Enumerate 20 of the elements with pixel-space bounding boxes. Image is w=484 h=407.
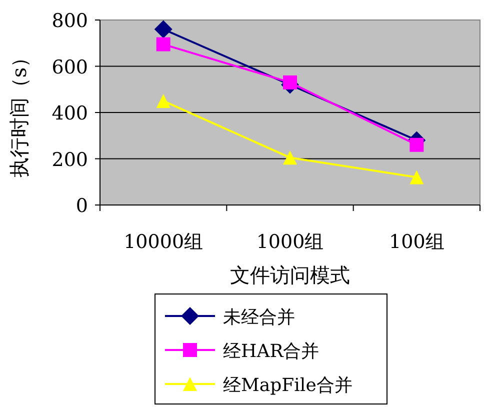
point bbox=[410, 170, 424, 184]
point bbox=[410, 138, 424, 152]
legend-label: 经HAR合并 bbox=[223, 341, 320, 362]
x-tick-label: 100组 bbox=[389, 231, 444, 253]
y-axis-title: 执行时间（s） bbox=[7, 47, 31, 178]
y-tick-label: 0 bbox=[76, 195, 88, 217]
point bbox=[156, 37, 170, 52]
legend-label: 未经合并 bbox=[223, 307, 295, 328]
y-tick-label: 200 bbox=[52, 148, 88, 171]
point bbox=[154, 20, 172, 38]
point bbox=[283, 150, 297, 165]
y-tick-label: 800 bbox=[52, 10, 88, 32]
y-tick-label: 600 bbox=[52, 56, 88, 78]
y-tick-label: 400 bbox=[52, 102, 88, 124]
x-tick-label: 10000组 bbox=[124, 231, 204, 253]
point bbox=[283, 75, 297, 90]
point bbox=[156, 94, 170, 108]
x-axis-title: 文件访问模式 bbox=[230, 263, 350, 287]
x-tick-label: 1000组 bbox=[256, 231, 324, 253]
legend-label: 经MapFile合并 bbox=[223, 375, 352, 396]
